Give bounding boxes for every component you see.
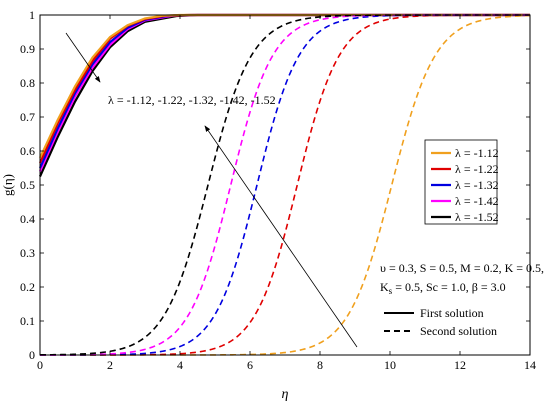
- x-tick-label: 6: [247, 358, 253, 372]
- y-tick-label: 0.6: [20, 144, 35, 158]
- x-tick-label: 4: [177, 358, 183, 372]
- y-tick-label: 0: [29, 348, 35, 362]
- second-solution-key-label: Second solution: [420, 324, 497, 338]
- y-tick-label: 1: [29, 8, 35, 22]
- x-axis-label: η: [282, 387, 289, 402]
- tick-labels: 0 2 4 6 8 10 12 14 0 0.1 0.2 0.3 0.4 0.5 0.6 0.7 0.8 0.9 1: [20, 8, 536, 372]
- legend-label: λ = -1.42: [455, 194, 499, 208]
- lambda-annotation: λ = -1.12, -1.22, -1.32, -1.42, -1.52: [108, 93, 276, 107]
- x-tick-label: 12: [454, 358, 466, 372]
- y-tick-label: 0.8: [20, 76, 35, 90]
- y-tick-label: 0.9: [20, 42, 35, 56]
- y-tick-label: 0.5: [20, 178, 35, 192]
- legend: λ = -1.12 λ = -1.22 λ = -1.32 λ = -1.42 λ = …: [424, 139, 499, 225]
- legend-label: λ = -1.12: [455, 146, 499, 160]
- y-tick-label: 0.2: [20, 280, 35, 294]
- x-tick-label: 2: [107, 358, 113, 372]
- parameters-line-2: Ks = 0.5, Sc = 1.0, β = 3.0: [380, 280, 506, 296]
- legend-label: λ = -1.32: [455, 178, 499, 192]
- axis-ticks: [39, 14, 531, 356]
- first-solution-arrow: [65, 32, 101, 83]
- y-tick-label: 0.3: [20, 246, 35, 260]
- first-solution-key-label: First solution: [420, 306, 484, 320]
- legend-label: λ = -1.52: [455, 210, 499, 224]
- second-solution-arrow: [204, 125, 358, 348]
- parameters-line-1: υ = 0.3, S = 0.5, M = 0.2, K = 0.5,: [380, 261, 544, 275]
- x-tick-label: 0: [37, 358, 43, 372]
- y-tick-label: 0.4: [20, 212, 35, 226]
- x-tick-label: 8: [317, 358, 323, 372]
- y-tick-label: 0.1: [20, 314, 35, 328]
- legend-label: λ = -1.22: [455, 162, 499, 176]
- x-tick-label: 10: [384, 358, 396, 372]
- y-axis-label: g(η): [0, 174, 15, 196]
- y-tick-label: 0.7: [20, 110, 35, 124]
- x-tick-label: 14: [524, 358, 536, 372]
